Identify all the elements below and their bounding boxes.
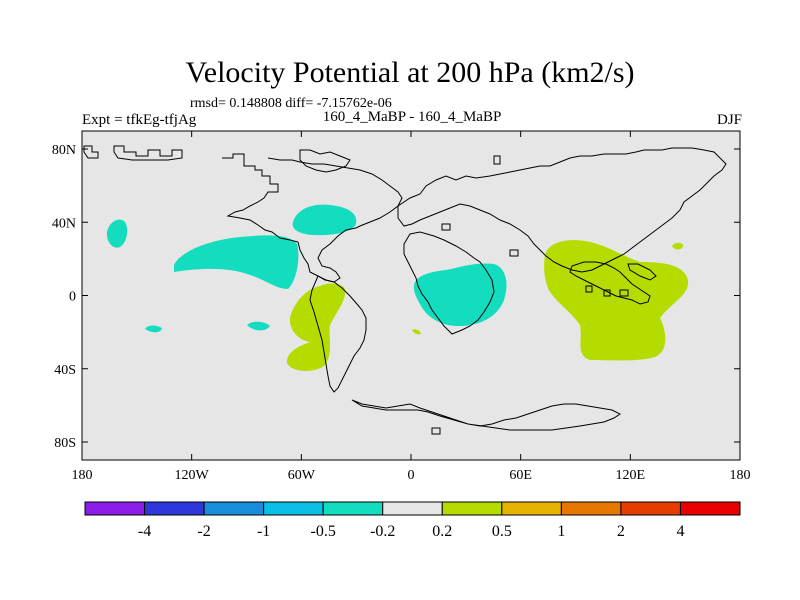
x-tick-label: 120W	[175, 468, 210, 483]
colorbar-label: 2	[617, 523, 625, 540]
anomaly-region-africa	[413, 263, 507, 327]
x-tick-label: 60E	[509, 468, 532, 483]
colorbar-label: -1	[257, 523, 270, 540]
figure-title: Velocity Potential at 200 hPa (km2/s)	[185, 56, 634, 89]
colorbar-swatch	[144, 501, 205, 516]
x-axis-labels: 180 120W 60W 0 60E 120E 180	[72, 468, 751, 483]
x-tick-label: 0	[408, 468, 415, 483]
coastline-australia	[569, 261, 657, 305]
coastline-greenland	[299, 149, 351, 173]
y-tick-label: 80S	[54, 436, 76, 451]
colorbar-label: 0.5	[492, 523, 512, 540]
coastline-south-america	[309, 275, 367, 393]
season-label: DJF	[717, 112, 742, 128]
y-tick-label: 40N	[52, 216, 76, 231]
x-tick-label: 60W	[288, 468, 316, 483]
colorbar-swatch	[322, 501, 384, 516]
colorbar-labels: -4 -2 -1 -0.5 -0.2 0.2 0.5 1 2 4	[138, 523, 685, 540]
colorbar-label: -4	[138, 523, 151, 540]
axis-ticks	[81, 131, 741, 460]
colorbar-swatch	[263, 501, 324, 516]
anomaly-region-indo-pacific	[544, 240, 689, 361]
coastline-small-islands	[431, 155, 629, 435]
positive-anomaly-regions	[286, 240, 689, 371]
colorbar-label: -0.2	[370, 523, 395, 540]
colorbar	[84, 501, 741, 516]
coastlines	[83, 145, 727, 435]
colorbar-swatch	[679, 501, 741, 516]
x-tick-label: 120E	[616, 468, 646, 483]
y-axis-labels: 80N 40N 0 40S 80S	[52, 143, 76, 451]
anomaly-region-south-pacific	[145, 325, 162, 333]
colorbar-swatch	[441, 501, 503, 516]
colorbar-label: -0.5	[311, 523, 336, 540]
colorbar-label: 0.2	[432, 523, 452, 540]
negative-anomaly-regions	[106, 204, 507, 333]
y-tick-label: 80N	[52, 143, 76, 158]
colorbar-swatch	[84, 501, 146, 516]
anomaly-region-atlantic	[174, 235, 299, 289]
x-tick-label: 180	[730, 468, 751, 483]
y-tick-label: 0	[69, 290, 76, 305]
anomaly-region-small-africa	[412, 329, 421, 335]
y-tick-label: 40S	[54, 363, 76, 378]
anomaly-region-north-atlantic	[292, 204, 357, 236]
coastline-antarctica	[351, 399, 621, 431]
anomaly-region-west-pacific	[672, 242, 684, 250]
case-label: 160_4_MaBP - 160_4_MaBP	[323, 109, 502, 125]
coastline-arctic-islands	[83, 145, 183, 161]
stats-label: rmsd= 0.148808 diff= -7.15762e-06	[190, 96, 392, 111]
colorbar-swatch	[382, 501, 443, 516]
colorbar-swatch	[620, 501, 681, 516]
colorbar-label: 4	[676, 523, 684, 540]
coastline-eurasia	[397, 147, 727, 273]
colorbar-label: 1	[557, 523, 565, 540]
anomaly-region-east-pacific	[106, 219, 128, 248]
colorbar-swatch	[203, 501, 265, 516]
coastline-africa	[403, 231, 495, 335]
x-tick-label: 180	[72, 468, 93, 483]
colorbar-swatch	[501, 501, 562, 516]
colorbar-swatch	[560, 501, 622, 516]
colorbar-label: -2	[197, 523, 210, 540]
anomaly-region-south-america	[286, 283, 346, 371]
anomaly-region-south-atlantic	[247, 321, 270, 331]
coastline-north-america	[222, 153, 403, 283]
experiment-label: Expt = tfkEg-tfjAg	[82, 112, 197, 128]
